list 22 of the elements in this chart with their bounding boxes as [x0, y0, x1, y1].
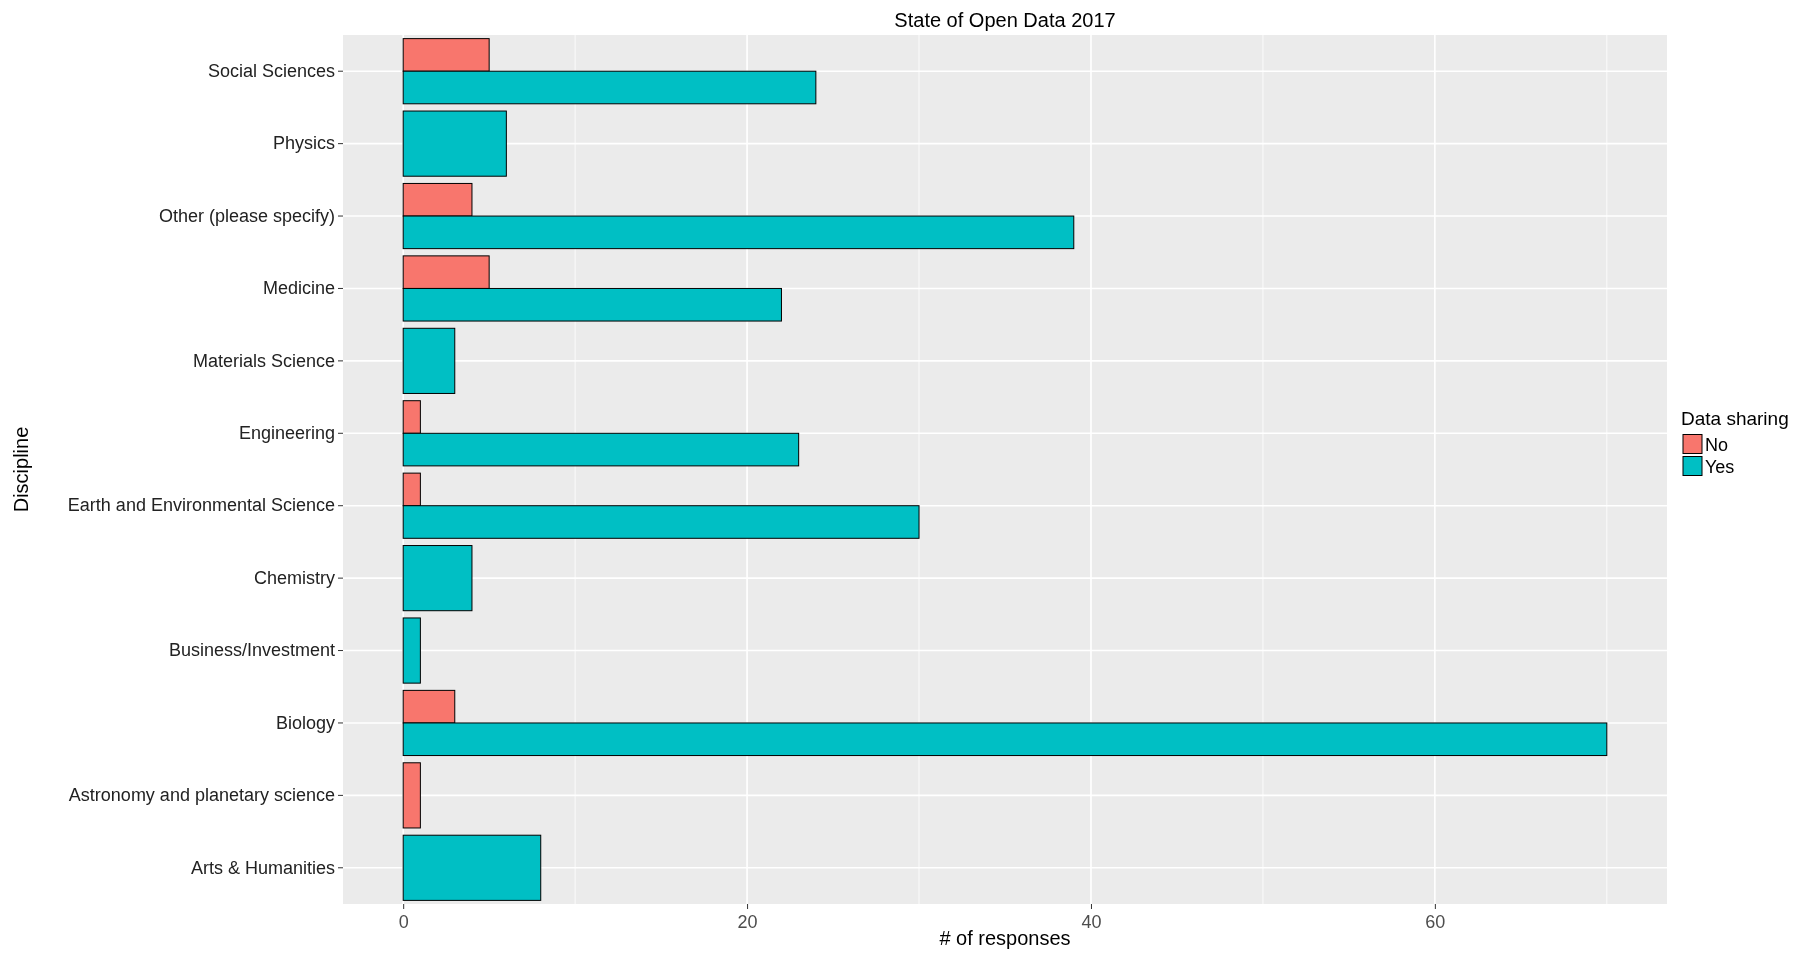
legend-label: No [1705, 434, 1729, 455]
y-tick-label: Arts & Humanities [190, 857, 335, 878]
x-tick-label: 20 [737, 912, 758, 933]
y-axis-title: Discipline [10, 426, 32, 513]
y-tick-label: Other (please specify) [158, 205, 335, 226]
legend-title: Data sharing [1681, 407, 1789, 429]
legend-label: Yes [1705, 456, 1735, 477]
x-tick-label: 60 [1425, 912, 1446, 933]
x-tick-label: 40 [1081, 912, 1102, 933]
chart-title: State of Open Data 2017 [894, 9, 1116, 31]
y-tick-label: Earth and Environmental Science [67, 495, 335, 516]
x-axis-title: # of responses [939, 927, 1071, 949]
y-tick-label: Social Sciences [207, 60, 335, 81]
y-tick-label: Medicine [262, 278, 335, 299]
y-tick-label: Biology [275, 712, 335, 733]
y-tick-label: Astronomy and planetary science [68, 785, 335, 806]
y-tick-label: Business/Investment [168, 640, 335, 661]
y-tick-label: Materials Science [192, 350, 335, 371]
y-tick-label: Engineering [238, 423, 335, 444]
y-tick-label: Chemistry [253, 567, 335, 588]
y-tick-label: Physics [272, 133, 335, 154]
x-tick-label: 0 [398, 912, 409, 933]
